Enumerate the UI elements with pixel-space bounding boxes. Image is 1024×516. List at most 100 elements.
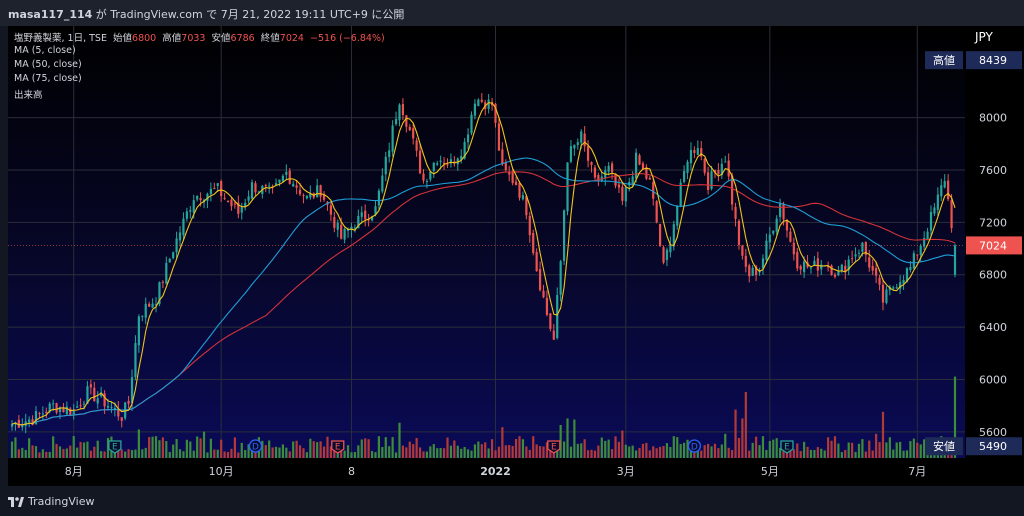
low-tag-value-box bbox=[966, 437, 1022, 456]
candle-body bbox=[220, 181, 223, 197]
currency-label[interactable]: JPY bbox=[975, 30, 993, 44]
candle-body bbox=[580, 131, 583, 143]
candle-body bbox=[244, 202, 247, 207]
volume-bar bbox=[367, 439, 370, 458]
candle-body bbox=[189, 210, 192, 212]
candle-body bbox=[638, 155, 641, 165]
candle-body bbox=[182, 218, 185, 236]
price-tick-label: 6400 bbox=[979, 321, 1007, 334]
volume-bar bbox=[710, 446, 713, 458]
volume-bar bbox=[851, 442, 854, 458]
volume-bar bbox=[65, 448, 68, 458]
time-tick-label: 10月 bbox=[209, 465, 234, 478]
volume-bar bbox=[209, 438, 212, 458]
legend-ma5[interactable]: MA (5, close) bbox=[14, 45, 76, 56]
ma75-line bbox=[11, 171, 956, 426]
volume-bar bbox=[137, 429, 140, 458]
volume-bar bbox=[182, 451, 185, 458]
candle-body bbox=[538, 269, 542, 291]
candle-body bbox=[55, 403, 58, 413]
volume-bar bbox=[888, 437, 891, 458]
volume-bar bbox=[686, 439, 689, 458]
candle-body bbox=[497, 123, 501, 151]
candle-body bbox=[76, 406, 79, 408]
volume-bar bbox=[477, 441, 480, 458]
volume-bar bbox=[497, 446, 501, 458]
volume-bar bbox=[597, 445, 600, 458]
publisher-name[interactable]: masa117_114 bbox=[8, 8, 93, 21]
candle-body bbox=[439, 160, 442, 162]
candle-body bbox=[65, 406, 68, 415]
candle-body bbox=[549, 313, 552, 329]
volume-bar bbox=[10, 441, 14, 458]
volume-bar bbox=[158, 440, 161, 458]
candle-body bbox=[607, 165, 610, 172]
candle-body bbox=[329, 205, 333, 215]
candle-body bbox=[425, 181, 429, 183]
candle-body bbox=[532, 232, 535, 254]
time-tick-label: 5月 bbox=[761, 465, 779, 478]
volume-bar bbox=[775, 438, 778, 458]
candle-body bbox=[727, 160, 730, 177]
volume-bar bbox=[576, 443, 579, 458]
volume-bar bbox=[919, 444, 922, 458]
candle-body bbox=[309, 193, 312, 198]
legend-volume[interactable]: 出来高 bbox=[14, 90, 43, 101]
high-tag-label-box bbox=[925, 51, 963, 70]
legend-ohlc: 塩野義製薬, 1日, TSE 始値6800 高値7033 安値6786 終値70… bbox=[14, 30, 385, 44]
candle-body bbox=[909, 266, 912, 271]
candle-body bbox=[744, 255, 747, 267]
candle-body bbox=[700, 148, 703, 157]
volume-bar bbox=[501, 427, 504, 458]
legend-ma50[interactable]: MA (50, close) bbox=[14, 59, 82, 70]
volume-bar bbox=[432, 444, 435, 458]
candle-body bbox=[573, 144, 576, 149]
candle-body bbox=[559, 261, 562, 295]
candle-body bbox=[360, 212, 363, 217]
volume-bar bbox=[134, 449, 137, 458]
candle-body bbox=[785, 219, 789, 231]
volume-bar bbox=[412, 444, 415, 458]
volume-bar bbox=[765, 449, 768, 458]
candle-body bbox=[562, 210, 566, 261]
candle-body bbox=[377, 190, 381, 206]
plot-area[interactable]: E D E E D E 高値 安値 bbox=[8, 26, 965, 458]
candle-body bbox=[847, 259, 850, 271]
candle-body bbox=[477, 99, 480, 107]
volume-bar bbox=[490, 439, 494, 458]
volume-bar bbox=[655, 448, 658, 458]
candle-body bbox=[710, 171, 713, 189]
candle-body bbox=[844, 265, 847, 272]
candle-body bbox=[610, 163, 614, 173]
volume-bar bbox=[799, 451, 802, 458]
candle-body bbox=[292, 183, 295, 187]
legend-ma75[interactable]: MA (75, close) bbox=[14, 73, 82, 84]
price-tick-label: 7200 bbox=[979, 216, 1007, 229]
ma50-line bbox=[11, 157, 956, 426]
volume-bar bbox=[912, 438, 915, 458]
volume-bar bbox=[905, 450, 909, 458]
time-axis[interactable]: 8月 10月 8 2022 3月 5月 7月 bbox=[8, 458, 965, 486]
high-tag-value-box bbox=[966, 51, 1022, 70]
legend-open-value: 6800 bbox=[132, 33, 157, 44]
volume-bar bbox=[580, 443, 583, 458]
candle-body bbox=[926, 231, 929, 241]
volume-bar bbox=[199, 438, 202, 458]
volume-bar bbox=[779, 447, 782, 458]
candle-body bbox=[634, 152, 638, 179]
candle-body bbox=[357, 215, 360, 229]
volume-bar bbox=[724, 433, 727, 458]
candle-body bbox=[134, 342, 137, 377]
tradingview-logo[interactable]: TradingView bbox=[8, 495, 94, 508]
legend-symbol: 塩野義製薬, 1日, TSE bbox=[14, 33, 107, 44]
time-tick-label: 3月 bbox=[617, 465, 635, 478]
price-axis[interactable]: 5600 6000 6400 6800 7200 7600 8000 8439 5490 7024 bbox=[965, 26, 1024, 458]
volume-bar bbox=[17, 449, 20, 458]
candle-body bbox=[799, 266, 802, 270]
candle-body bbox=[401, 104, 405, 115]
candle-body bbox=[576, 142, 579, 146]
candle-body bbox=[916, 254, 919, 256]
volume-bar bbox=[487, 448, 490, 458]
volume-bar bbox=[727, 447, 730, 458]
